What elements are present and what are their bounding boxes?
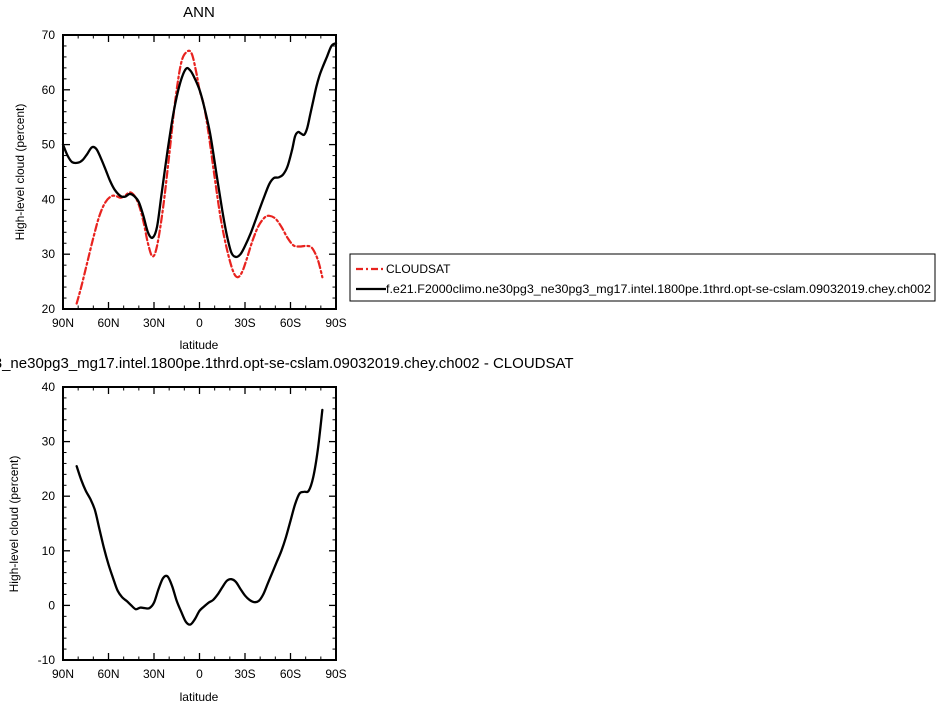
- top-chart-series-line-0: [75, 49, 324, 305]
- legend-label-cloudsat: CLOUDSAT: [386, 262, 451, 276]
- top-chart-xtick-label-5: 60S: [280, 316, 301, 330]
- bottom-chart-xtick-label-1: 60N: [97, 667, 119, 681]
- legend: CLOUDSAT f.e21.F2000climo.ne30pg3_ne30pg…: [349, 253, 936, 302]
- bottom-chart-xlabel: latitude: [180, 690, 219, 704]
- top-chart-title: ANN: [183, 4, 215, 21]
- top-chart: ANN 90N 60N 30N 0 30S 60S 90S 20 30 40 50 60 70 lati…: [13, 4, 347, 352]
- bottom-chart-xtick-label-4: 30S: [234, 667, 255, 681]
- bottom-chart-xtick-label-5: 60S: [280, 667, 301, 681]
- top-chart-ytick-label-4: 60: [42, 83, 56, 97]
- top-chart-series-line-1: [61, 42, 338, 259]
- legend-label-model: f.e21.F2000climo.ne30pg3_ne30pg3_mg17.in…: [386, 282, 931, 296]
- top-chart-ytick-label-0: 20: [42, 302, 56, 316]
- top-chart-ytick-label-2: 40: [42, 192, 56, 206]
- bottom-chart-plot-frame: [62, 386, 337, 661]
- top-chart-xtick-label-6: 90S: [325, 316, 346, 330]
- top-chart-series-layer: [61, 42, 338, 305]
- top-chart-xtick-label-0: 90N: [52, 316, 74, 330]
- legend-box: [349, 253, 936, 302]
- top-chart-ylabel: High-level cloud (percent): [13, 104, 27, 241]
- bottom-chart-xtick-label-3: 0: [196, 667, 203, 681]
- top-chart-ytick-label-5: 70: [42, 28, 56, 42]
- bottom-chart-ytick-label-1: 0: [48, 598, 55, 612]
- bottom-chart-ytick-label-2: 10: [42, 544, 56, 558]
- top-chart-ytick-label-1: 30: [42, 247, 56, 261]
- top-chart-xtick-label-1: 60N: [97, 316, 119, 330]
- bottom-chart: f.e21.F2000climo.ne30pg3_ne30pg3_mg17.in…: [0, 355, 574, 704]
- bottom-chart-title: f.e21.F2000climo.ne30pg3_ne30pg3_mg17.in…: [0, 355, 574, 372]
- top-chart-ticks: 90N 60N 30N 0 30S 60S 90S 20 30 40 50 60 70: [42, 28, 347, 330]
- bottom-chart-ytick-label-0: -10: [38, 653, 56, 667]
- bottom-chart-xtick-label-0: 90N: [52, 667, 74, 681]
- bottom-chart-series-line-0: [75, 408, 324, 626]
- top-chart-ytick-label-3: 50: [42, 138, 56, 152]
- bottom-chart-ytick-label-4: 30: [42, 435, 56, 449]
- top-chart-plot-frame: [62, 34, 337, 310]
- bottom-chart-ytick-label-5: 40: [42, 380, 56, 394]
- top-chart-xtick-label-4: 30S: [234, 316, 255, 330]
- top-chart-xtick-label-3: 0: [196, 316, 203, 330]
- bottom-chart-ticks: 90N 60N 30N 0 30S 60S 90S -10 0 10 20 30 40: [38, 380, 347, 681]
- top-chart-xlabel: latitude: [180, 338, 219, 352]
- bottom-chart-xtick-label-6: 90S: [325, 667, 346, 681]
- bottom-chart-xtick-label-2: 30N: [143, 667, 165, 681]
- top-chart-xtick-label-2: 30N: [143, 316, 165, 330]
- bottom-chart-ytick-label-3: 20: [42, 489, 56, 503]
- bottom-chart-ylabel: High-level cloud (percent): [7, 456, 21, 593]
- bottom-chart-series-layer: [75, 408, 324, 626]
